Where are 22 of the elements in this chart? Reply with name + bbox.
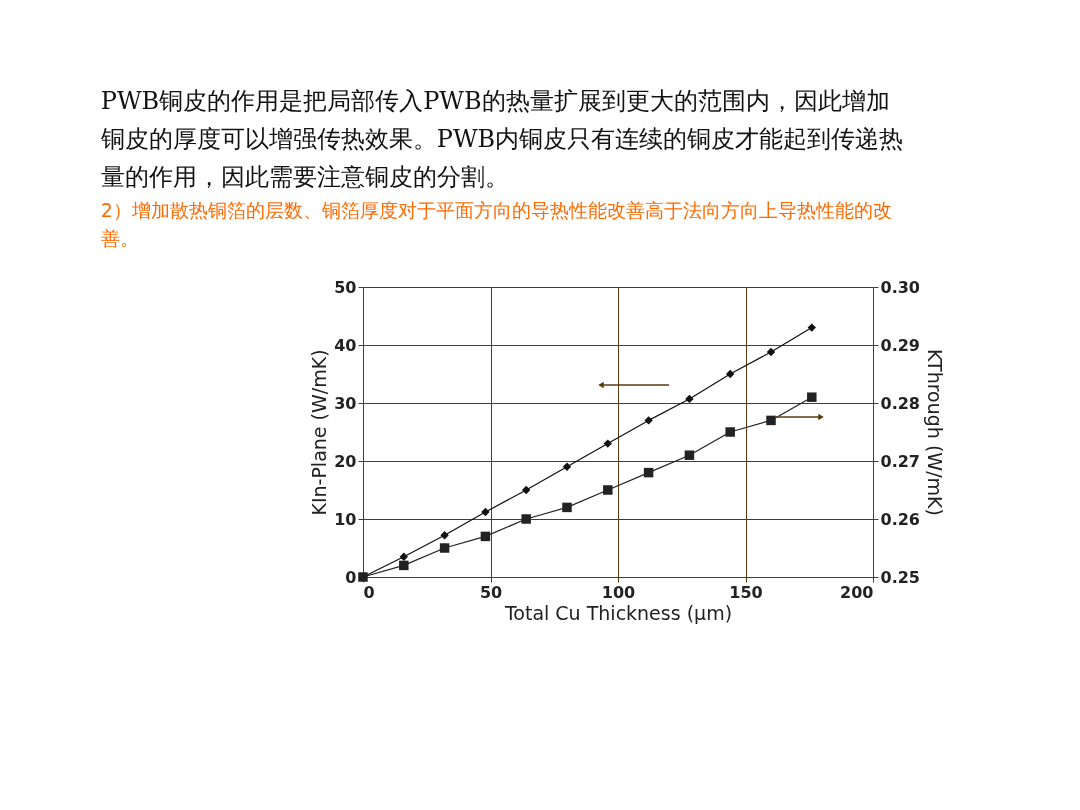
y-tick-label: 0 — [345, 567, 357, 587]
y-axis-title: KIn-Plane (W/mK) — [308, 349, 331, 516]
y-tick-label: 40 — [334, 335, 357, 355]
y-tick-label: 50 — [334, 277, 357, 297]
chart-title: PWB铜皮的作用是把局部传入PWB的热量扩展到更大的范围内，因此增加铜皮的厚度可以增强传热效果。PWB内铜皮只有连续的铜皮才能起到传递热量的作用，因此需要注意铜皮的分割。 — [99, 87, 904, 191]
x-tick-label: 150 — [729, 582, 763, 602]
y2-tick-label: 0.25 — [880, 567, 920, 587]
y2-tick-label: 0.29 — [880, 335, 920, 355]
y-tick-label: 10 — [334, 509, 357, 529]
y2-tick-label: 0.28 — [880, 393, 920, 413]
y-tick-label: 30 — [334, 393, 357, 413]
x-tick-label: 50 — [479, 582, 503, 602]
y-tick-label: 20 — [334, 451, 357, 471]
x-axis-title: Total Cu Thickness (μm) — [503, 601, 733, 624]
x-tick-label: 0 — [363, 582, 375, 602]
y2-tick-label: 0.27 — [880, 451, 920, 471]
y2-axis-title: KThrough (W/mK) — [923, 349, 946, 516]
x-tick-label: 200 — [840, 582, 874, 602]
y2-tick-label: 0.26 — [880, 509, 920, 529]
chart-subtitle: 2）增加散热铜箔的层数、铜箔厚度对于平面方向的导热性能改善高于法向方向上导热性能的改善。 — [100, 199, 892, 249]
y2-tick-label: 0.30 — [880, 277, 920, 297]
x-tick-label: 100 — [601, 582, 636, 602]
